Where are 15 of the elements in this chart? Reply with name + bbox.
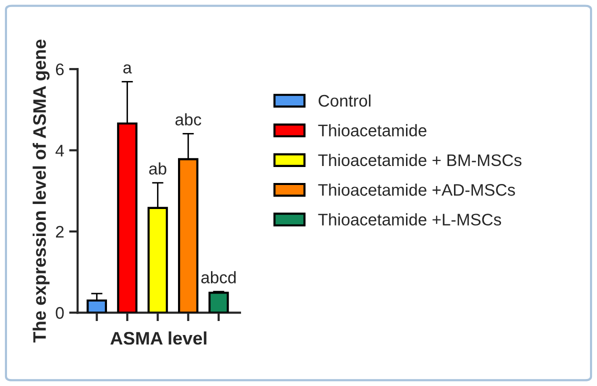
y-tick-label: 0 <box>56 307 64 319</box>
data-label: abcd <box>201 271 236 284</box>
y-tick-label: 6 <box>56 63 64 76</box>
data-label: a <box>123 64 132 74</box>
data-label: ab <box>149 162 166 175</box>
x-axis-title: ASMA level <box>110 331 206 345</box>
legend-label: Control <box>318 94 370 107</box>
legend-label: Thioacetamide <box>318 124 426 136</box>
y-tick-label: 4 <box>56 144 64 156</box>
legend-label: Thioacetamide +AD-MSCs <box>318 184 515 196</box>
legend-label: Thioacetamide + BM-MSCs <box>318 154 522 166</box>
y-tick-label: 2 <box>56 226 64 238</box>
legend-label: Thioacetamide +L-MSCs <box>318 213 502 226</box>
data-label: abc <box>175 113 202 126</box>
y-axis-title: The expression level of ASMA gene <box>32 40 50 342</box>
